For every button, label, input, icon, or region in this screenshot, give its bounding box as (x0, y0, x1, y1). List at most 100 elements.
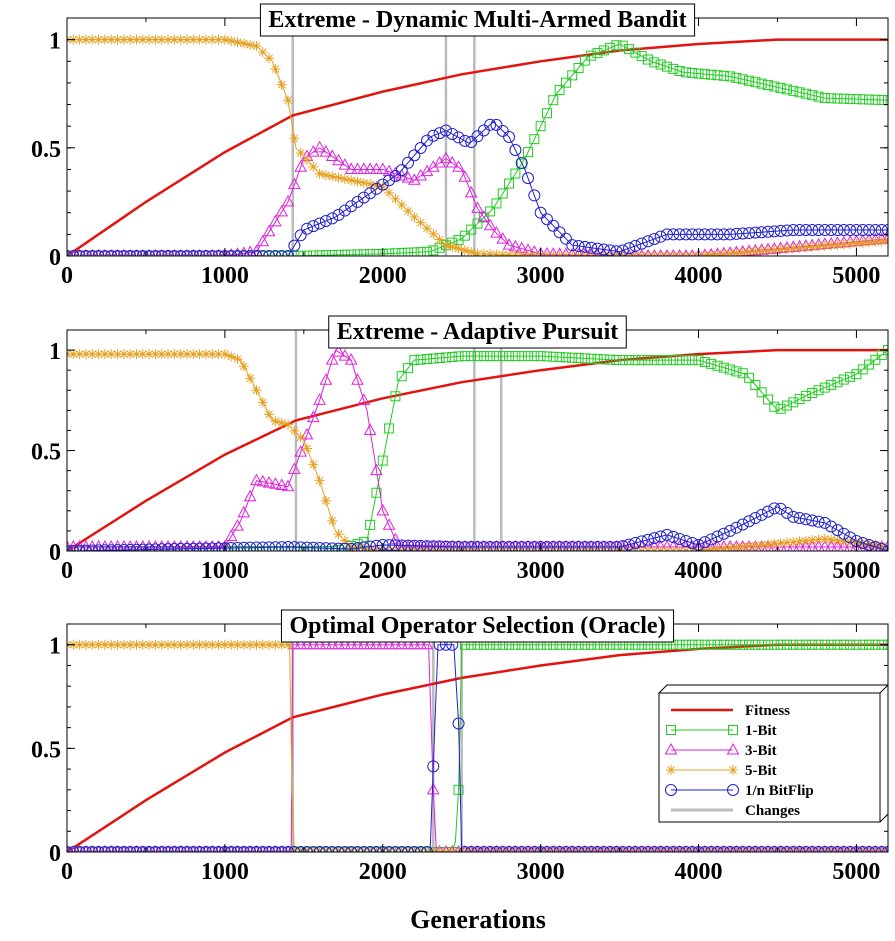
data-point (206, 542, 219, 551)
data-point (851, 94, 862, 105)
data-point (756, 639, 767, 650)
data-point (232, 847, 243, 852)
data-point (226, 847, 237, 852)
data-point (775, 538, 786, 549)
data-point (382, 164, 396, 177)
data-point (371, 248, 382, 256)
data-point (395, 637, 409, 650)
data-point (256, 474, 270, 487)
data-point (306, 410, 320, 423)
data-point (787, 224, 800, 237)
data-point (869, 224, 882, 237)
data-point (371, 180, 382, 191)
data-point (326, 542, 339, 551)
data-point (263, 541, 276, 551)
data-point (281, 194, 295, 207)
data-point (136, 543, 149, 551)
data-point (402, 156, 415, 169)
data-point (314, 546, 325, 551)
data-point (295, 148, 306, 159)
panel-title-box (259, 3, 696, 37)
data-point (522, 172, 535, 185)
data-point (264, 639, 275, 650)
data-point (730, 521, 743, 534)
data-point (213, 639, 224, 650)
data-point (794, 242, 805, 253)
data-point (199, 846, 212, 852)
data-point (175, 34, 186, 45)
data-point (156, 34, 167, 45)
x-axis-label: Generations (410, 905, 546, 934)
data-point (200, 639, 211, 650)
legend-item: Fitness (671, 703, 790, 719)
data-point (598, 45, 609, 56)
panel-title-text: Extreme - Adaptive Pursuit (337, 319, 619, 345)
data-point (180, 846, 193, 852)
data-point (144, 349, 155, 360)
data-point (668, 355, 679, 366)
data-point (219, 349, 230, 360)
data-point (231, 846, 244, 852)
data-point (745, 844, 753, 852)
series-fitness (67, 38, 888, 256)
data-point (623, 846, 636, 852)
data-point (750, 380, 761, 391)
data-point (150, 349, 161, 360)
data-point (214, 844, 223, 852)
data-point (447, 351, 458, 362)
data-point (490, 118, 503, 131)
data-point (528, 540, 541, 551)
data-point (630, 355, 641, 366)
data-point (150, 639, 161, 650)
data-point (276, 639, 287, 650)
data-point (183, 248, 191, 256)
data-point (365, 544, 376, 551)
data-point (376, 178, 389, 191)
data-point (327, 515, 338, 526)
data-point (124, 846, 137, 852)
data-point (420, 637, 434, 650)
data-point (320, 546, 331, 551)
data-point (338, 637, 352, 650)
data-point (181, 34, 192, 45)
data-point (409, 355, 420, 366)
data-point (807, 639, 818, 650)
data-point (226, 546, 237, 551)
data-point (113, 248, 122, 256)
data-point (661, 61, 672, 72)
data-point (364, 187, 377, 200)
data-point (270, 639, 281, 650)
data-point (332, 542, 345, 551)
legend-item: Changes (671, 803, 800, 819)
data-point (845, 93, 856, 104)
data-point (781, 639, 792, 650)
data-point (226, 351, 237, 362)
data-point (265, 844, 273, 852)
data-point (749, 226, 762, 239)
data-point (844, 531, 857, 544)
data-point (856, 846, 869, 852)
data-point (74, 34, 85, 45)
data-point (523, 147, 534, 158)
data-point (390, 391, 401, 402)
data-point (876, 541, 887, 551)
data-point (351, 846, 364, 852)
data-point (106, 349, 117, 360)
data-point (497, 249, 508, 256)
data-point (357, 191, 370, 204)
data-point (68, 251, 79, 256)
data-point (283, 639, 294, 650)
data-point (256, 846, 269, 852)
data-point (396, 199, 407, 210)
data-point (585, 241, 598, 254)
data-point (579, 353, 590, 364)
data-point (471, 201, 484, 213)
data-point (313, 140, 326, 153)
data-point (200, 847, 211, 852)
data-point (395, 164, 408, 177)
data-point (137, 639, 148, 650)
legend-label: 3-Bit (745, 743, 777, 759)
data-point (187, 542, 200, 551)
data-point (212, 250, 225, 256)
